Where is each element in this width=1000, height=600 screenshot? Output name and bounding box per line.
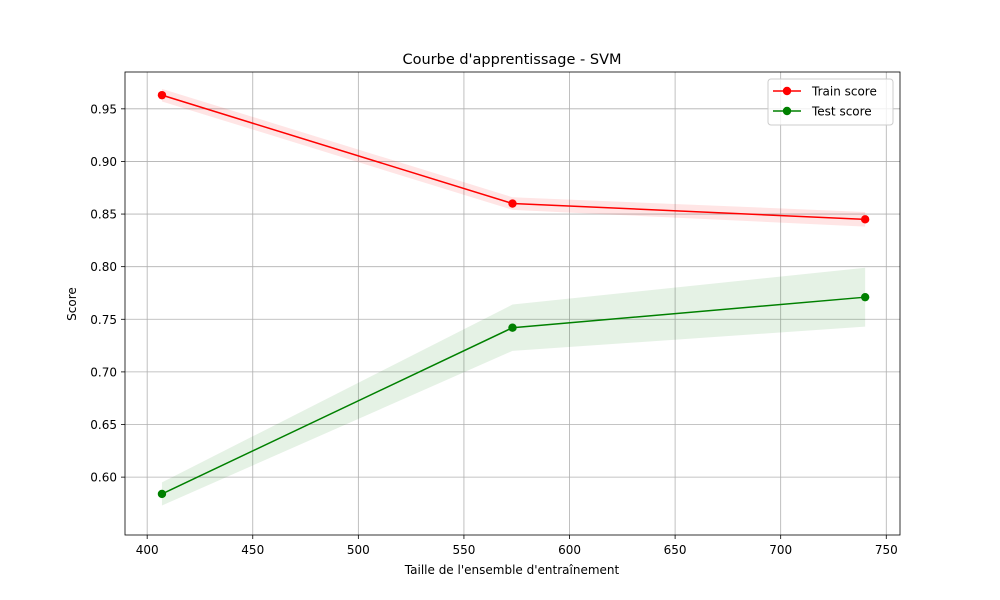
x-tick-label: 400 [136,543,159,557]
y-axis-label: Score [65,287,79,321]
series-1-data-point [157,489,167,499]
series-0-confidence-band [161,88,866,227]
y-tick-label: 0.95 [90,102,117,116]
y-tick-label: 0.90 [90,155,117,169]
series-0-data-point [157,90,167,100]
y-tick-label: 0.60 [90,471,117,485]
x-axis-label: Taille de l'ensemble d'entraînement [404,563,620,577]
legend: Train score Test score [767,78,894,126]
x-tick-label: 450 [241,543,264,557]
x-tick-label: 500 [347,543,370,557]
plot-area: 400 450 500 550 600 650 700 750 0.60 0.65 0.70 0.75… [90,71,901,557]
y-tick-label: 0.80 [90,260,117,274]
y-tick-label: 0.85 [90,208,117,222]
y-tick-label: 0.75 [90,313,117,327]
axes-frame [124,71,901,536]
chart-title: Courbe d'apprentissage - SVM [402,52,621,68]
x-tick-label: 700 [769,543,792,557]
series-1-data-point [508,323,517,332]
series-0-data-point [860,215,870,224]
x-tick-label: 600 [558,543,581,557]
series-1-confidence-band [161,267,866,506]
series-0-data-point [508,199,517,208]
y-tick-label: 0.65 [90,418,117,432]
x-tick-label: 750 [875,543,898,557]
legend-label: Test score [811,105,872,119]
legend-label: Train score [811,85,877,99]
legend-marker [782,106,792,116]
x-tick-label: 650 [664,543,687,557]
y-tick-label: 0.70 [90,365,117,379]
legend-marker [782,86,792,96]
series-1-data-point [860,292,870,302]
x-tick-label: 550 [452,543,475,557]
